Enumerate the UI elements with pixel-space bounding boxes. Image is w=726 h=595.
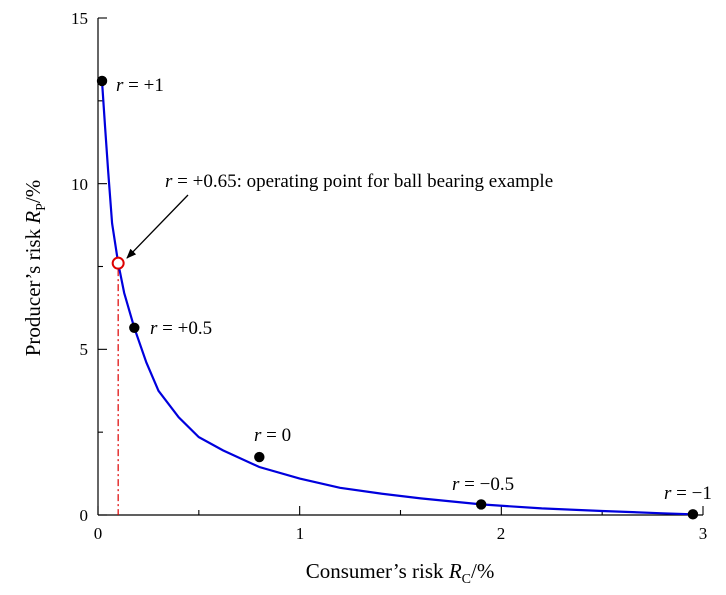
x-tick-label-0: 0	[94, 524, 103, 543]
point-r-minus-1	[687, 509, 699, 520]
x-tick-label-1: 1	[296, 524, 305, 543]
operating-point-marker	[111, 256, 125, 270]
y-tick-label-2: 10	[71, 175, 88, 194]
label-r-plus-0-5: r = +0.5	[150, 318, 212, 339]
label-r-minus-1: r = −1	[664, 483, 712, 504]
label-r-minus-0-5: r = −0.5	[452, 474, 514, 495]
label-r-0: r = 0	[254, 425, 291, 446]
point-r-plus-1	[96, 75, 108, 87]
axis-ticks	[97, 17, 704, 516]
point-r-plus-0-5	[129, 322, 140, 333]
y-tick-label-3: 15	[71, 9, 88, 28]
point-r-minus-0-5	[475, 499, 487, 510]
x-tick-label-2: 2	[497, 524, 506, 543]
point-r-0	[254, 451, 265, 463]
y-tick-label-0: 0	[80, 506, 89, 525]
label-operating-point: r = +0.65: operating point for ball bear…	[165, 171, 553, 192]
y-tick-label-1: 5	[80, 340, 89, 359]
risk-curve	[100, 80, 693, 516]
label-r-plus-1: r = +1	[116, 75, 164, 96]
operating-point-arrow	[126, 194, 189, 259]
y-axis-label: Producer’s risk RP/%	[21, 180, 49, 357]
x-axis-label: Consumer’s risk RC/%	[306, 559, 495, 587]
x-tick-label-3: 3	[699, 524, 708, 543]
